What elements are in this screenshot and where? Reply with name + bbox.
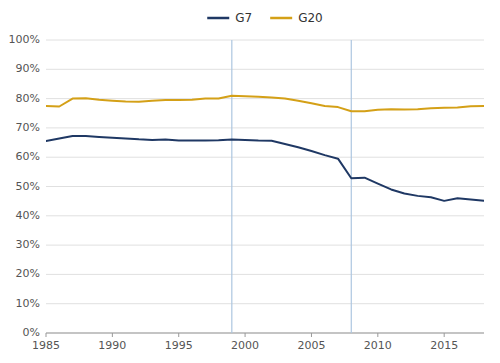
y-tick-label: 50% [16,180,40,193]
reference-line [351,40,352,333]
reference-line [231,40,232,333]
x-axis-line [46,333,484,334]
x-tick [46,333,47,337]
grid-line [46,215,484,216]
x-tick-label: 2005 [297,339,325,352]
y-tick-label: 70% [16,121,40,134]
x-tick-label: 2010 [364,339,392,352]
y-tick-label: 40% [16,209,40,222]
x-tick [112,333,113,337]
x-tick-label: 2015 [430,339,458,352]
legend-swatch [207,17,229,20]
plot-area [46,40,484,333]
series-line [46,96,484,112]
grid [46,40,484,333]
x-tick-label: 1995 [165,339,193,352]
x-tick [444,333,445,337]
grid-line [46,127,484,128]
grid-line [46,69,484,70]
x-tick [311,333,312,337]
axes: 0% 10% 20% 30% 40% 50% 60% 70% 80% 90% 100% 1985 199… [9,33,484,352]
y-tick-label: 10% [16,297,40,310]
x-tick [245,333,246,337]
grid-line [46,333,484,334]
chart: 0% 10% 20% 30% 40% 50% 60% 70% 80% 90% 100% 1985 199… [0,0,500,363]
legend-label: G7 [235,11,252,25]
x-tick-label: 2000 [231,339,259,352]
grid-line [46,245,484,246]
x-tick-label: 1990 [98,339,126,352]
grid-line [46,274,484,275]
legend: G7 G20 [207,11,323,25]
legend-swatch [270,17,292,20]
grid-line [46,98,484,99]
grid-line [46,186,484,187]
y-tick-label: 100% [9,33,40,46]
y-tick-label: 80% [16,92,40,105]
series-line [46,136,484,201]
x-tick [178,333,179,337]
y-tick-label: 20% [16,267,40,280]
y-tick-label: 30% [16,238,40,251]
legend-label: G20 [298,11,323,25]
grid-line [46,303,484,304]
grid-line [46,157,484,158]
x-tick [377,333,378,337]
y-tick-label: 60% [16,150,40,163]
grid-line [46,40,484,41]
y-tick-label: 0% [23,326,40,339]
y-tick-label: 90% [16,62,40,75]
x-tick-label: 1985 [32,339,60,352]
